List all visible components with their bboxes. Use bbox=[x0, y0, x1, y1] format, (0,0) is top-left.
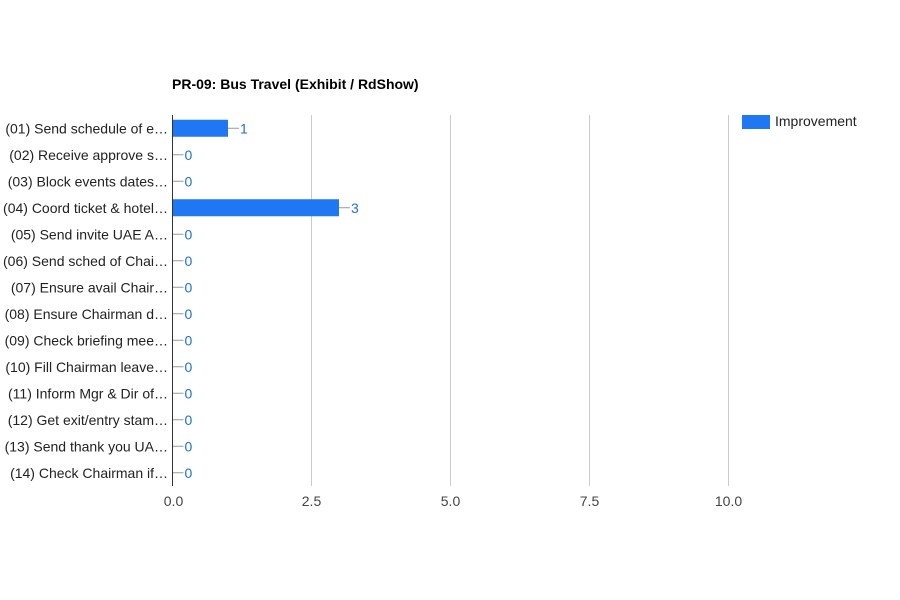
chart-title: PR-09: Bus Travel (Exhibit / RdShow) bbox=[172, 76, 419, 92]
data-label: 0 bbox=[185, 385, 193, 401]
legend-swatch bbox=[742, 115, 770, 129]
legend[interactable]: Improvement bbox=[742, 113, 857, 129]
category-label: (08) Ensure Chairman d… bbox=[5, 306, 168, 322]
x-tick-label: 7.5 bbox=[580, 493, 600, 509]
category-label: (05) Send invite UAE A… bbox=[11, 226, 168, 242]
data-label: 0 bbox=[185, 147, 193, 163]
category-label: (02) Receive approve s… bbox=[9, 147, 168, 163]
x-axis-ticks: 0.0 2.5 5.0 7.5 10.0 bbox=[164, 493, 743, 509]
category-label: (04) Coord ticket & hotel… bbox=[3, 200, 168, 216]
data-label: 0 bbox=[185, 359, 193, 375]
legend-label: Improvement bbox=[775, 113, 857, 129]
gridlines bbox=[311, 115, 729, 486]
category-label: (11) Inform Mgr & Dir of… bbox=[8, 385, 168, 401]
category-label: (03) Block events dates… bbox=[8, 173, 168, 189]
category-label: (09) Check briefing mee… bbox=[5, 332, 168, 348]
data-label: 1 bbox=[240, 120, 248, 136]
data-label: 0 bbox=[185, 173, 193, 189]
data-label: 0 bbox=[185, 412, 193, 428]
data-label: 0 bbox=[185, 226, 193, 242]
category-label: (07) Ensure avail Chair… bbox=[11, 279, 168, 295]
category-labels: (01) Send schedule of e… (02) Receive app… bbox=[3, 120, 168, 481]
data-label: 0 bbox=[185, 438, 193, 454]
bar bbox=[172, 119, 228, 137]
category-label: (12) Get exit/entry stam… bbox=[8, 412, 168, 428]
data-label: 3 bbox=[351, 200, 359, 216]
category-label: (10) Fill Chairman leave… bbox=[5, 359, 168, 375]
data-label: 0 bbox=[185, 465, 193, 481]
bar bbox=[172, 199, 339, 217]
data-label: 0 bbox=[185, 253, 193, 269]
x-tick-label: 2.5 bbox=[302, 493, 322, 509]
data-label: 0 bbox=[185, 279, 193, 295]
x-tick-label: 10.0 bbox=[715, 493, 742, 509]
data-label: 0 bbox=[185, 332, 193, 348]
category-label: (06) Send sched of Chai… bbox=[3, 253, 168, 269]
category-label: (01) Send schedule of e… bbox=[5, 120, 168, 136]
category-label: (14) Check Chairman if… bbox=[10, 465, 168, 481]
data-label: 0 bbox=[185, 306, 193, 322]
x-tick-label: 5.0 bbox=[441, 493, 461, 509]
x-tick-label: 0.0 bbox=[164, 493, 184, 509]
category-label: (13) Send thank you UA… bbox=[5, 438, 168, 454]
bars: 1 0 0 3 0 0 0 0 0 0 0 0 0 0 bbox=[172, 119, 359, 481]
